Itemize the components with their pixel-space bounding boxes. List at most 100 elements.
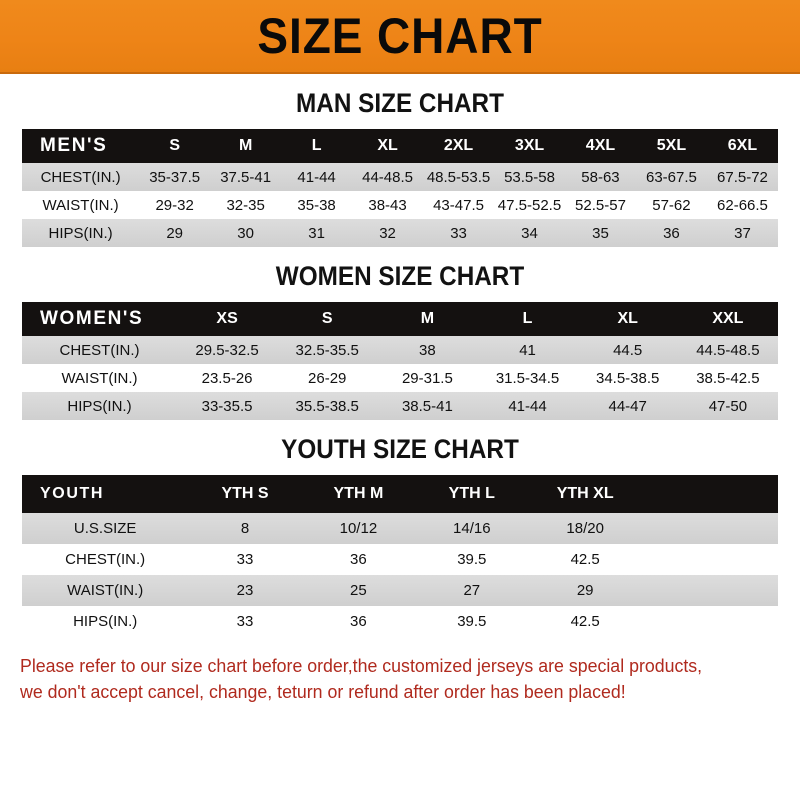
women-cell: 33-35.5 — [201, 397, 253, 415]
women-cell: 44-47 — [608, 397, 647, 415]
men-cell: 67.5-72 — [717, 168, 768, 186]
youth-cell: 42.5 — [570, 551, 600, 568]
men-section: MAN SIZE CHART MEN'S S M L XL 2XL 3XL 4X… — [0, 74, 800, 247]
men-cell: 35 — [592, 224, 609, 242]
women-size-table: WOMEN'S XS S M L XL XXL CHEST(IN.) 29.5-… — [22, 302, 778, 420]
men-size-header: 5XL — [656, 137, 687, 154]
youth-section-title: YOUTH SIZE CHART — [281, 434, 519, 464]
youth-measure-label: CHEST(IN.) — [65, 551, 146, 568]
women-cell: 38.5-42.5 — [696, 369, 760, 387]
women-cell: 41-44 — [508, 397, 547, 415]
women-cell: 38 — [419, 341, 436, 359]
women-cell: 29-31.5 — [401, 369, 453, 387]
men-size-header: L — [311, 137, 322, 154]
women-cell: 32.5-35.5 — [295, 341, 359, 359]
youth-size-header: YTH XL — [556, 485, 614, 502]
men-cell: 31 — [308, 224, 325, 242]
women-cell: 35.5-38.5 — [295, 397, 359, 415]
men-cell: 58-63 — [581, 168, 620, 186]
youth-section: YOUTH SIZE CHART YOUTH YTH S YTH M YTH L… — [0, 420, 800, 637]
youth-cell-spacer — [642, 513, 778, 544]
women-size-header: XXL — [712, 310, 744, 327]
youth-cell: 39.5 — [457, 551, 487, 568]
men-measure-label: CHEST(IN.) — [40, 168, 121, 186]
men-cell: 41-44 — [297, 168, 336, 186]
men-cell: 47.5-52.5 — [497, 196, 562, 214]
men-size-header: 6XL — [727, 137, 758, 154]
women-row-label: WOMEN'S — [40, 308, 144, 329]
youth-measure-label: WAIST(IN.) — [67, 582, 144, 599]
men-cell: 52.5-57 — [575, 196, 626, 214]
men-cell: 44-48.5 — [362, 168, 413, 186]
women-size-header: M — [420, 310, 435, 327]
youth-size-header: YTH S — [221, 485, 269, 502]
women-size-header: L — [522, 310, 533, 327]
men-cell: 30 — [237, 224, 254, 242]
youth-cell: 10/12 — [339, 520, 378, 537]
table-row: HIPS(IN.) 33-35.5 35.5-38.5 38.5-41 41-4… — [22, 392, 778, 420]
youth-cell: 39.5 — [457, 613, 487, 630]
men-size-header: M — [238, 137, 253, 154]
men-cell: 37.5-41 — [220, 168, 272, 186]
men-row-label: MEN'S — [40, 135, 108, 156]
disclaimer-line-1: Please refer to our size chart before or… — [20, 655, 703, 676]
youth-measure-label: HIPS(IN.) — [73, 613, 138, 630]
women-cell: 44.5 — [613, 341, 643, 359]
youth-row-label: YOUTH — [40, 485, 104, 502]
youth-size-header: YTH L — [448, 485, 495, 502]
men-cell: 38-43 — [368, 196, 407, 214]
youth-cell: 18/20 — [566, 520, 604, 537]
men-measure-label: HIPS(IN.) — [48, 224, 113, 242]
men-cell: 33 — [450, 224, 467, 242]
page-title: SIZE CHART — [257, 8, 543, 64]
women-section-title: WOMEN SIZE CHART — [275, 261, 525, 291]
table-row: U.S.SIZE 8 10/12 14/16 18/20 — [22, 513, 778, 544]
men-cell: 34 — [521, 224, 538, 242]
women-size-header: S — [321, 310, 333, 327]
men-cell: 35-38 — [297, 196, 336, 214]
youth-header-spacer — [642, 475, 778, 513]
men-measure-label: WAIST(IN.) — [42, 196, 119, 214]
table-row: WAIST(IN.) 23 25 27 29 — [22, 575, 778, 606]
men-cell: 37 — [734, 224, 751, 242]
youth-cell: 33 — [236, 551, 254, 568]
women-cell: 38.5-41 — [401, 397, 453, 415]
page-banner: SIZE CHART — [0, 0, 800, 74]
table-row: CHEST(IN.) 29.5-32.5 32.5-35.5 38 41 44.… — [22, 336, 778, 364]
youth-cell: 36 — [350, 551, 367, 568]
men-size-header: 4XL — [585, 137, 616, 154]
men-cell: 57-62 — [652, 196, 691, 214]
women-cell: 29.5-32.5 — [195, 341, 259, 359]
disclaimer-line-2: we don't accept cancel, change, teturn o… — [20, 681, 626, 703]
youth-cell: 25 — [350, 582, 367, 599]
men-section-title: MAN SIZE CHART — [296, 88, 504, 118]
men-cell: 32-35 — [226, 196, 265, 214]
disclaimer-note: Please refer to our size chart before or… — [0, 637, 800, 706]
men-header-row: MEN'S S M L XL 2XL 3XL 4XL 5XL 6XL — [22, 129, 778, 163]
women-cell: 34.5-38.5 — [595, 369, 660, 387]
men-cell: 53.5-58 — [504, 168, 555, 186]
youth-header-row: YOUTH YTH S YTH M YTH L YTH XL — [22, 475, 778, 513]
women-size-header: XS — [216, 310, 238, 327]
women-cell: 47-50 — [708, 397, 748, 415]
youth-cell: 42.5 — [570, 613, 600, 630]
women-measure-label: CHEST(IN.) — [59, 341, 140, 359]
men-size-header: 2XL — [443, 137, 474, 154]
women-cell: 23.5-26 — [201, 369, 253, 387]
table-row: CHEST(IN.) 35-37.5 37.5-41 41-44 44-48.5… — [22, 163, 778, 191]
youth-cell-spacer — [642, 544, 778, 575]
table-row: HIPS(IN.) 33 36 39.5 42.5 — [22, 606, 778, 637]
youth-cell: 33 — [236, 613, 254, 630]
women-measure-label: WAIST(IN.) — [61, 369, 138, 387]
men-size-table: MEN'S S M L XL 2XL 3XL 4XL 5XL 6XL CHEST… — [22, 129, 778, 247]
men-size-header: XL — [377, 137, 398, 154]
men-cell: 63-67.5 — [646, 168, 697, 186]
men-cell: 36 — [663, 224, 680, 242]
youth-cell: 14/16 — [453, 520, 491, 537]
men-cell: 32 — [379, 224, 396, 242]
table-row: WAIST(IN.) 29-32 32-35 35-38 38-43 43-47… — [22, 191, 778, 219]
youth-cell-spacer — [642, 575, 778, 606]
women-size-header: XL — [617, 310, 638, 327]
women-cell: 26-29 — [308, 369, 347, 387]
